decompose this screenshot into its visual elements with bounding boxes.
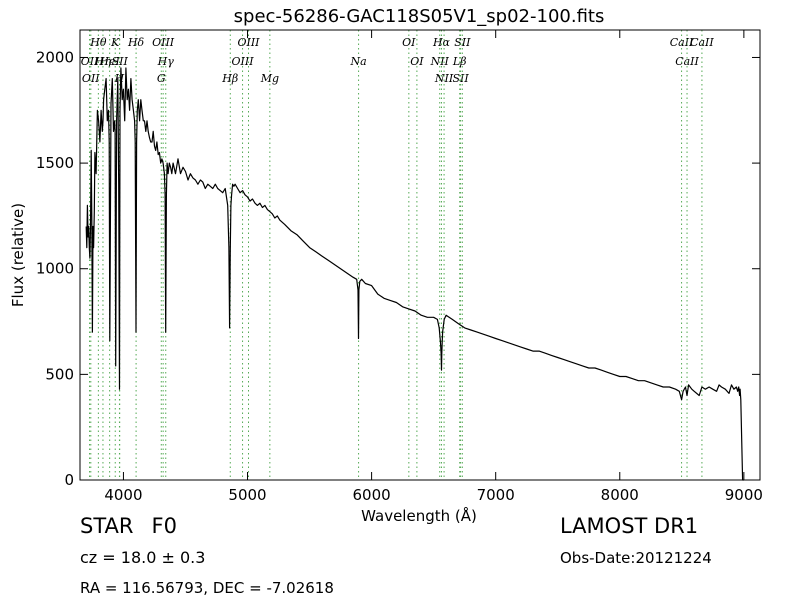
line-label-14: OIII	[237, 36, 260, 49]
y-tick-label-4: 2000	[36, 48, 74, 66]
chart-title: spec-56286-GAC118S05V1_sp02-100.fits	[234, 6, 605, 27]
x-tick-label-0: 4000	[104, 486, 142, 504]
object-classification: STAR F0	[80, 514, 177, 538]
x-tick-label-1: 5000	[228, 486, 266, 504]
x-tick-label-2: 6000	[353, 486, 391, 504]
line-label-0: OII	[81, 55, 99, 68]
y-axis-label: Flux (relative)	[9, 203, 27, 307]
line-label-27: CaII	[690, 36, 714, 49]
line-label-20: Hα	[432, 36, 451, 49]
line-label-23: SII	[454, 36, 471, 49]
line-label-5: K	[110, 36, 120, 49]
x-tick-label-5: 9000	[725, 486, 763, 504]
y-tick-label-0: 0	[64, 471, 74, 489]
line-label-6: SII	[112, 55, 129, 68]
x-tick-label-3: 7000	[477, 486, 515, 504]
survey-name: LAMOST DR1	[560, 514, 699, 538]
spectrum-line	[85, 67, 744, 481]
line-label-25: CaII	[670, 36, 694, 49]
object-subclass: F0	[151, 514, 177, 538]
line-label-13: OIII	[232, 55, 255, 68]
line-label-11: G	[157, 72, 166, 85]
line-label-24: Lβ	[452, 55, 467, 68]
y-tick-label-3: 1500	[36, 154, 74, 172]
line-label-26: CaII	[675, 55, 699, 68]
line-label-18: OI	[410, 55, 424, 68]
line-label-16: Na	[349, 55, 366, 68]
line-label-8: Hδ	[127, 36, 145, 49]
x-axis-label: Wavelength (Å)	[361, 506, 477, 525]
line-label-1: OII	[82, 72, 100, 85]
plot-frame	[79, 29, 761, 481]
line-label-12: Hβ	[221, 72, 238, 85]
line-label-22: SII	[452, 72, 469, 85]
y-tick-label-2: 1000	[36, 260, 74, 278]
line-label-3: Hη	[94, 55, 112, 68]
line-label-19: NII	[430, 55, 450, 68]
coordinates-readout: RA = 116.56793, DEC = -7.02618	[80, 579, 334, 597]
line-label-17: OI	[402, 36, 416, 49]
redshift-readout: cz = 18.0 ± 0.3	[80, 548, 206, 567]
line-label-10: Hγ	[157, 55, 175, 68]
line-label-15: Mg	[260, 72, 279, 85]
line-label-9: OIII	[152, 36, 175, 49]
y-tick-label-1: 500	[45, 365, 74, 383]
x-tick-label-4: 8000	[601, 486, 639, 504]
obs-date: Obs-Date:20121224	[560, 549, 712, 567]
line-label-21: NII	[434, 72, 454, 85]
line-label-2: Hθ	[89, 36, 107, 49]
object-class: STAR	[80, 514, 134, 538]
line-label-7: H	[114, 72, 125, 85]
